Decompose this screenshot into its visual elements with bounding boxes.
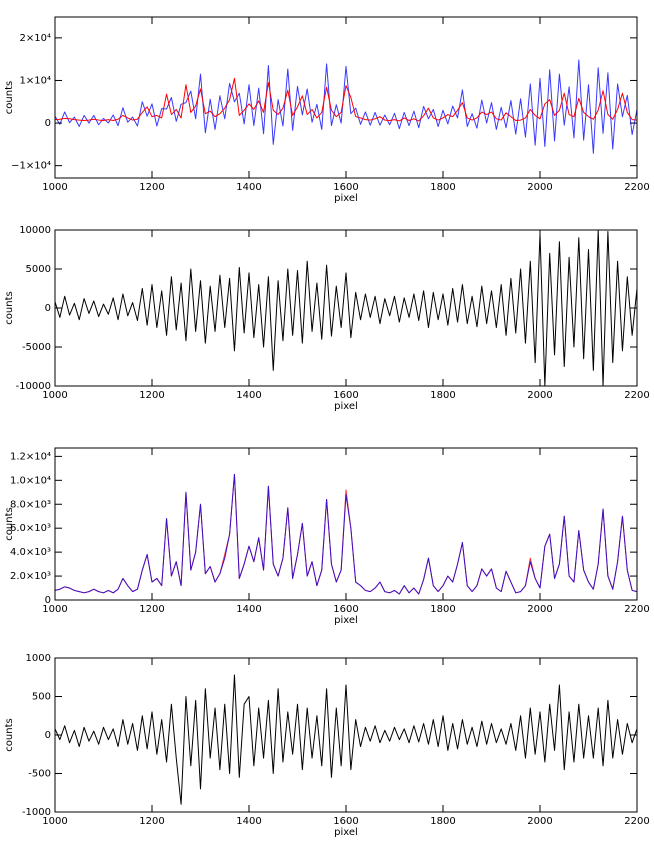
y-tick-label: 500 xyxy=(32,692,51,703)
y-tick-label: 0 xyxy=(45,595,51,606)
x-tick-label: 1800 xyxy=(430,182,455,193)
x-tick-label: 1600 xyxy=(333,816,358,827)
x-tick-label: 1200 xyxy=(139,604,164,615)
y-tick-label: -10000 xyxy=(16,381,51,392)
y-tick-label: 2.0×10³ xyxy=(10,571,51,582)
y-axis-label: counts xyxy=(4,507,15,540)
x-tick-label: 1200 xyxy=(139,390,164,401)
x-tick-label: 2200 xyxy=(624,390,649,401)
x-axis-label: pixel xyxy=(334,193,358,204)
x-tick-label: 1600 xyxy=(333,604,358,615)
y-axis-label: counts xyxy=(4,291,15,324)
data-line xyxy=(55,674,637,805)
y-tick-label: 2×10⁴ xyxy=(20,33,51,44)
y-axis-label: counts xyxy=(4,718,15,751)
x-tick-label: 1600 xyxy=(333,182,358,193)
y-tick-label: 10000 xyxy=(19,225,51,236)
y-tick-label: -500 xyxy=(28,769,51,780)
data-line xyxy=(55,230,637,386)
x-tick-label: 1400 xyxy=(236,816,261,827)
x-tick-label: 1800 xyxy=(430,390,455,401)
y-tick-label: 1000 xyxy=(26,653,51,664)
x-tick-label: 1400 xyxy=(236,182,261,193)
x-tick-label: 2000 xyxy=(527,390,552,401)
y-tick-label: 6.0×10³ xyxy=(10,523,51,534)
y-tick-label: 8.0×10³ xyxy=(10,499,51,510)
y-tick-label: -1000 xyxy=(22,807,51,818)
y-tick-label: 4.0×10³ xyxy=(10,547,51,558)
x-tick-label: 1200 xyxy=(139,182,164,193)
x-tick-label: 1400 xyxy=(236,604,261,615)
x-tick-label: 1800 xyxy=(430,816,455,827)
x-tick-label: 2000 xyxy=(527,604,552,615)
x-tick-label: 1000 xyxy=(42,182,67,193)
x-tick-label: 2000 xyxy=(527,182,552,193)
x-tick-label: 2200 xyxy=(624,816,649,827)
y-tick-label: 0 xyxy=(45,303,51,314)
y-tick-label: 0 xyxy=(45,118,51,129)
panel: 1000 1200 1400 1600 1800 2000 2200 −1×10⁴ 0 1×10⁴… xyxy=(4,16,650,204)
x-tick-label: 1800 xyxy=(430,604,455,615)
x-tick-label: 2200 xyxy=(624,604,649,615)
y-tick-label: −1×10⁴ xyxy=(11,161,51,172)
plot-frame xyxy=(54,447,638,601)
y-tick-label: -5000 xyxy=(22,342,51,353)
x-tick-label: 2200 xyxy=(624,182,649,193)
panel: 1000 1200 1400 1600 1800 2000 2200 -10000 -5000 0… xyxy=(4,225,650,412)
data-line xyxy=(55,59,637,154)
x-axis-label: pixel xyxy=(334,615,358,626)
x-tick-label: 1000 xyxy=(42,390,67,401)
data-line xyxy=(55,77,637,122)
x-tick-label: 1000 xyxy=(42,604,67,615)
plot-frame xyxy=(54,16,638,179)
y-tick-label: 1.2×10⁴ xyxy=(10,451,51,462)
x-axis-label: pixel xyxy=(334,827,358,838)
x-axis-label: pixel xyxy=(334,401,358,412)
x-tick-label: 1200 xyxy=(139,816,164,827)
data-line xyxy=(55,473,637,595)
x-tick-label: 1600 xyxy=(333,390,358,401)
y-tick-label: 1.0×10⁴ xyxy=(10,475,51,486)
y-tick-label: 0 xyxy=(45,730,51,741)
panel: 1000 1200 1400 1600 1800 2000 2200 0 2.0×10³ 4.0×… xyxy=(4,447,650,626)
y-tick-label: 5000 xyxy=(26,264,51,275)
y-axis-label: counts xyxy=(4,81,15,114)
plot-frame xyxy=(54,657,638,813)
x-tick-label: 2000 xyxy=(527,816,552,827)
x-tick-label: 1400 xyxy=(236,390,261,401)
panel: 1000 1200 1400 1600 1800 2000 2200 -1000 -500 0 50… xyxy=(4,653,650,838)
x-tick-label: 1000 xyxy=(42,816,67,827)
y-tick-label: 1×10⁴ xyxy=(20,75,51,86)
